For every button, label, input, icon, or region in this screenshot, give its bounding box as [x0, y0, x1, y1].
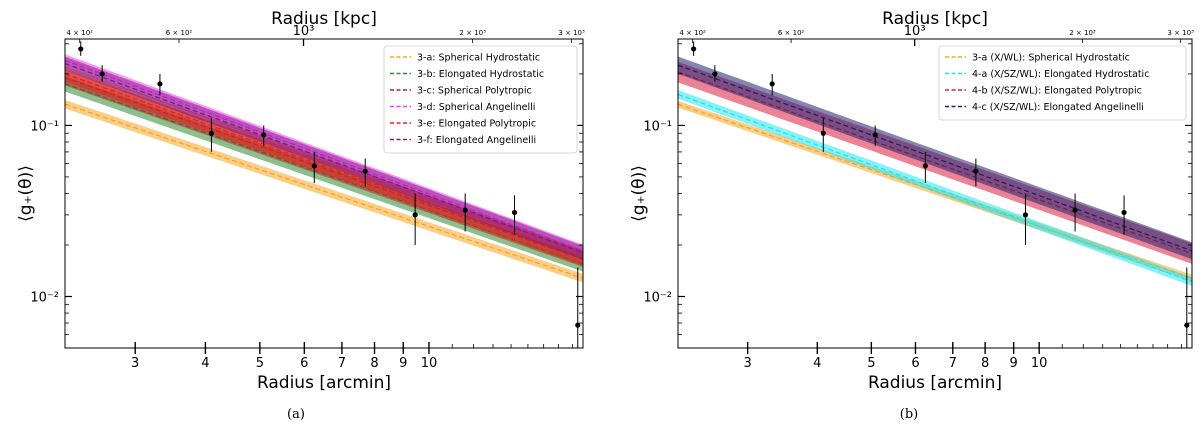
- top-tick-label: 4 × 10²: [66, 29, 93, 37]
- data-point: [311, 163, 317, 169]
- x-tick-label: 10: [421, 356, 438, 371]
- data-point: [78, 46, 84, 52]
- data-point: [1121, 209, 1127, 216]
- x-tick-label: 5: [256, 356, 264, 371]
- caption-a: (a): [287, 407, 305, 422]
- plot-area: [65, 41, 583, 348]
- legend-label-1: 3-a (X/WL): Spherical Hydrostatic: [972, 53, 1130, 64]
- legend-label-5: 3-e: Elongated Polytropic: [417, 119, 536, 130]
- panel-b: 3 4 5 6 7 8 9 10 10⁻² 10⁻¹ 4 × 10² 6 × 10² 10³ 2 × 10…: [629, 9, 1194, 393]
- data-point: [208, 130, 215, 136]
- x-tick-label: 4: [201, 356, 209, 371]
- x-tick-label: 10: [1031, 356, 1048, 371]
- legend-label-2: 4-a (X/SZ/WL): Elongated Hydrostatic: [972, 69, 1149, 80]
- y-axis-title: ⟨g₊(θ)⟩: [16, 165, 36, 222]
- legend: 3-a: Spherical Hydrostatic 3-b: Elongated…: [383, 45, 578, 154]
- legend: 3-a (X/WL): Spherical Hydrostatic 4-a (X/…: [938, 45, 1187, 121]
- y-tick-label: 10⁻²: [30, 291, 59, 306]
- top-tick-label: 6 × 10²: [166, 29, 193, 37]
- series-line-6: [65, 62, 583, 254]
- data-point: [99, 71, 105, 77]
- top-tick-label: 6 × 10²: [778, 29, 805, 37]
- top-tick-label: 10³: [904, 24, 926, 39]
- x-tick-label: 3: [744, 356, 752, 371]
- legend-label-3: 4-b (X/SZ/WL): Elongated Polytropic: [972, 86, 1142, 97]
- x-tick-label: 8: [981, 356, 989, 371]
- legend-box: [938, 45, 1187, 121]
- series-line-1: [65, 103, 583, 279]
- data-point: [511, 209, 518, 216]
- x-tick-label: 7: [949, 356, 957, 371]
- x-tick-label: 8: [370, 356, 378, 371]
- legend-label-6: 3-f: Elongated Angelinelli: [417, 135, 536, 146]
- legend-label-4: 4-c (X/SZ/WL): Elongated Angelinelli: [972, 102, 1144, 113]
- data-point: [712, 71, 718, 77]
- y-tick-label: 10⁻²: [643, 291, 672, 306]
- y-tick-label: 10⁻¹: [30, 119, 59, 134]
- data-point: [462, 207, 468, 213]
- data-point: [261, 132, 267, 138]
- x-tick-label: 6: [300, 356, 308, 371]
- data-point: [1022, 212, 1029, 218]
- plot-area: [678, 41, 1192, 348]
- series-line-2: [678, 93, 1192, 283]
- y-tick-label: 10⁻¹: [643, 119, 672, 134]
- top-axis-title: Radius [kpc]: [882, 9, 988, 29]
- x-tick-label: 3: [131, 356, 139, 371]
- top-tick-label: 3 × 10³: [558, 29, 585, 37]
- panel-a: 3 4 5 6 7 8 9 10 10⁻² 10⁻¹ 4 × 10² 6 × 10² 10³ 2 × 10…: [16, 9, 585, 393]
- data-point: [157, 81, 163, 87]
- top-tick-label: 4 × 10²: [679, 29, 706, 37]
- x-tick-label: 9: [399, 356, 407, 371]
- x-tick-label: 7: [338, 356, 346, 371]
- legend-label-4: 3-d: Spherical Angelinelli: [417, 102, 535, 113]
- data-point: [922, 163, 928, 169]
- data-point: [575, 322, 581, 328]
- top-tick-label: 3 × 10³: [1167, 29, 1194, 37]
- x-tick-label: 5: [867, 356, 875, 371]
- data-point: [872, 132, 878, 138]
- data-point: [412, 212, 418, 218]
- x-tick-label: 4: [813, 356, 821, 371]
- legend-box: [383, 45, 578, 154]
- data-point: [973, 168, 979, 174]
- data-point: [1072, 207, 1078, 213]
- top-tick-label: 2 × 10³: [459, 29, 486, 37]
- x-axis-title: Radius [arcmin]: [868, 373, 1002, 393]
- data-point: [362, 168, 368, 174]
- x-tick-label: 6: [911, 356, 919, 371]
- legend-label-3: 3-c: Spherical Polytropic: [417, 86, 532, 97]
- data-point: [769, 81, 775, 87]
- y-axis-title: ⟨g₊(θ)⟩: [629, 165, 649, 222]
- data-point: [691, 46, 697, 52]
- data-point: [1184, 322, 1190, 328]
- x-axis-title: Radius [arcmin]: [257, 373, 391, 393]
- series-line-4: [678, 64, 1192, 252]
- data-point: [820, 130, 826, 136]
- top-tick-label: 10³: [293, 24, 315, 39]
- caption-b: (b): [900, 407, 918, 422]
- legend-label-1: 3-a: Spherical Hydrostatic: [417, 53, 540, 64]
- x-tick-label: 9: [1010, 356, 1018, 371]
- legend-label-2: 3-b: Elongated Hydrostatic: [417, 69, 544, 80]
- top-axis-title: Radius [kpc]: [271, 9, 377, 29]
- top-tick-label: 2 × 10³: [1069, 29, 1096, 37]
